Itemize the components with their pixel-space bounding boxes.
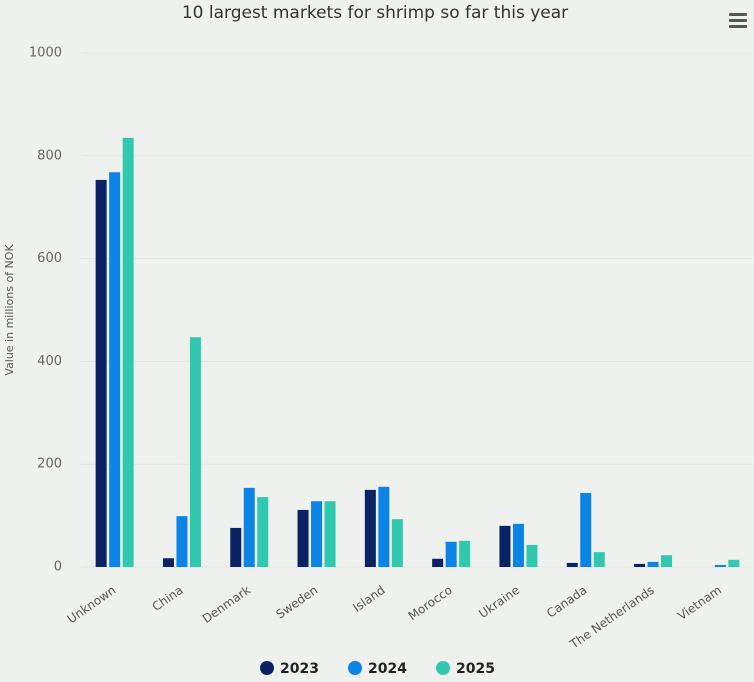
bar bbox=[432, 558, 444, 567]
legend-marker bbox=[260, 661, 274, 675]
x-tick-label: Ukraine bbox=[476, 583, 522, 621]
bar bbox=[459, 540, 471, 567]
bar bbox=[109, 172, 121, 568]
bar bbox=[634, 563, 646, 567]
bar bbox=[230, 527, 242, 567]
y-tick-label: 800 bbox=[37, 148, 62, 163]
x-tick-label: Morocco bbox=[406, 583, 455, 623]
bar bbox=[243, 487, 255, 567]
y-tick-label: 400 bbox=[37, 354, 62, 369]
bar bbox=[714, 564, 726, 567]
legend-marker bbox=[436, 661, 450, 675]
bar bbox=[647, 561, 659, 567]
bar bbox=[566, 562, 578, 567]
menu-icon[interactable] bbox=[729, 13, 747, 28]
y-axis-label: Value in millions of NOK bbox=[3, 244, 16, 376]
bar bbox=[95, 179, 107, 567]
y-tick-label: 0 bbox=[54, 560, 62, 575]
bar bbox=[512, 523, 524, 567]
bar bbox=[526, 544, 538, 567]
legend-label: 2024 bbox=[368, 661, 407, 677]
x-tick-label: China bbox=[150, 583, 186, 614]
bar bbox=[189, 337, 201, 567]
x-tick-label: Canada bbox=[544, 583, 589, 621]
chart-title: 10 largest markets for shrimp so far thi… bbox=[182, 3, 568, 23]
bar bbox=[378, 486, 390, 567]
bar bbox=[122, 137, 134, 567]
legend-marker bbox=[348, 661, 362, 675]
bar bbox=[297, 509, 309, 567]
x-tick-label: Denmark bbox=[200, 583, 253, 626]
menu-bar bbox=[729, 25, 747, 28]
y-tick-label: 600 bbox=[37, 251, 62, 266]
x-tick-label: Vietnam bbox=[675, 583, 724, 623]
bar bbox=[391, 519, 403, 567]
x-tick-label: Sweden bbox=[273, 583, 320, 622]
bar bbox=[176, 516, 188, 567]
y-tick-label: 200 bbox=[37, 457, 62, 472]
y-tick-label: 1000 bbox=[29, 46, 62, 61]
legend-label: 2025 bbox=[456, 661, 495, 677]
bar bbox=[499, 525, 511, 567]
x-tick-label: Unknown bbox=[65, 583, 119, 626]
bar bbox=[593, 552, 605, 567]
legend-label: 2023 bbox=[280, 661, 319, 677]
bar bbox=[661, 555, 673, 567]
bar bbox=[580, 492, 592, 567]
bar bbox=[364, 489, 376, 567]
menu-bar bbox=[729, 13, 747, 16]
bar bbox=[324, 501, 336, 567]
bar bbox=[728, 559, 740, 567]
menu-bar bbox=[729, 19, 747, 22]
x-tick-label: Island bbox=[350, 583, 387, 615]
bar bbox=[162, 558, 174, 567]
bar bbox=[445, 541, 457, 567]
bar bbox=[257, 497, 269, 567]
bar bbox=[311, 501, 323, 567]
